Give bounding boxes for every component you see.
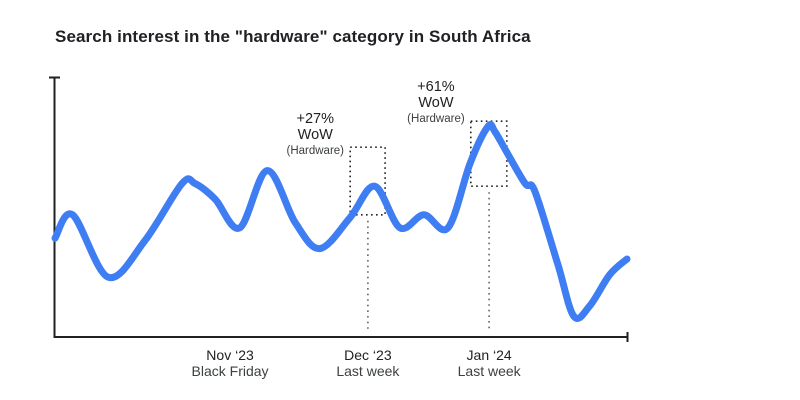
annotation-category: (Hardware) <box>407 112 465 125</box>
trend-line <box>51 120 631 322</box>
x-tick-note: Last week <box>336 363 400 380</box>
x-tick-note: Last week <box>457 363 521 380</box>
annotation-jan: +61% WoW (Hardware) <box>407 79 465 126</box>
annotation-category: (Hardware) <box>286 144 345 157</box>
x-tick-month: Jan ‘24 <box>466 347 512 363</box>
annotation-box-dec <box>349 146 386 216</box>
annotation-unit: WoW <box>297 126 333 143</box>
x-tick-note: Black Friday <box>191 363 269 380</box>
x-tick-nov-23: Nov ‘23 Black Friday <box>192 347 269 379</box>
annotation-dec: +27% WoW (Hardware) <box>286 111 345 158</box>
chart-title: Search interest in the "hardware" catego… <box>55 27 531 46</box>
x-tick-month: Dec ‘23 <box>344 347 392 363</box>
annotation-pct: +61% <box>417 79 455 95</box>
x-tick-dec-23: Dec ‘23 Last week <box>336 347 399 379</box>
annotation-unit: WoW <box>418 94 454 111</box>
x-tick-month: Nov ‘23 <box>206 347 254 363</box>
x-tick-jan-24: Jan ‘24 Last week <box>458 347 521 379</box>
annotation-pct: +27% <box>296 111 334 127</box>
